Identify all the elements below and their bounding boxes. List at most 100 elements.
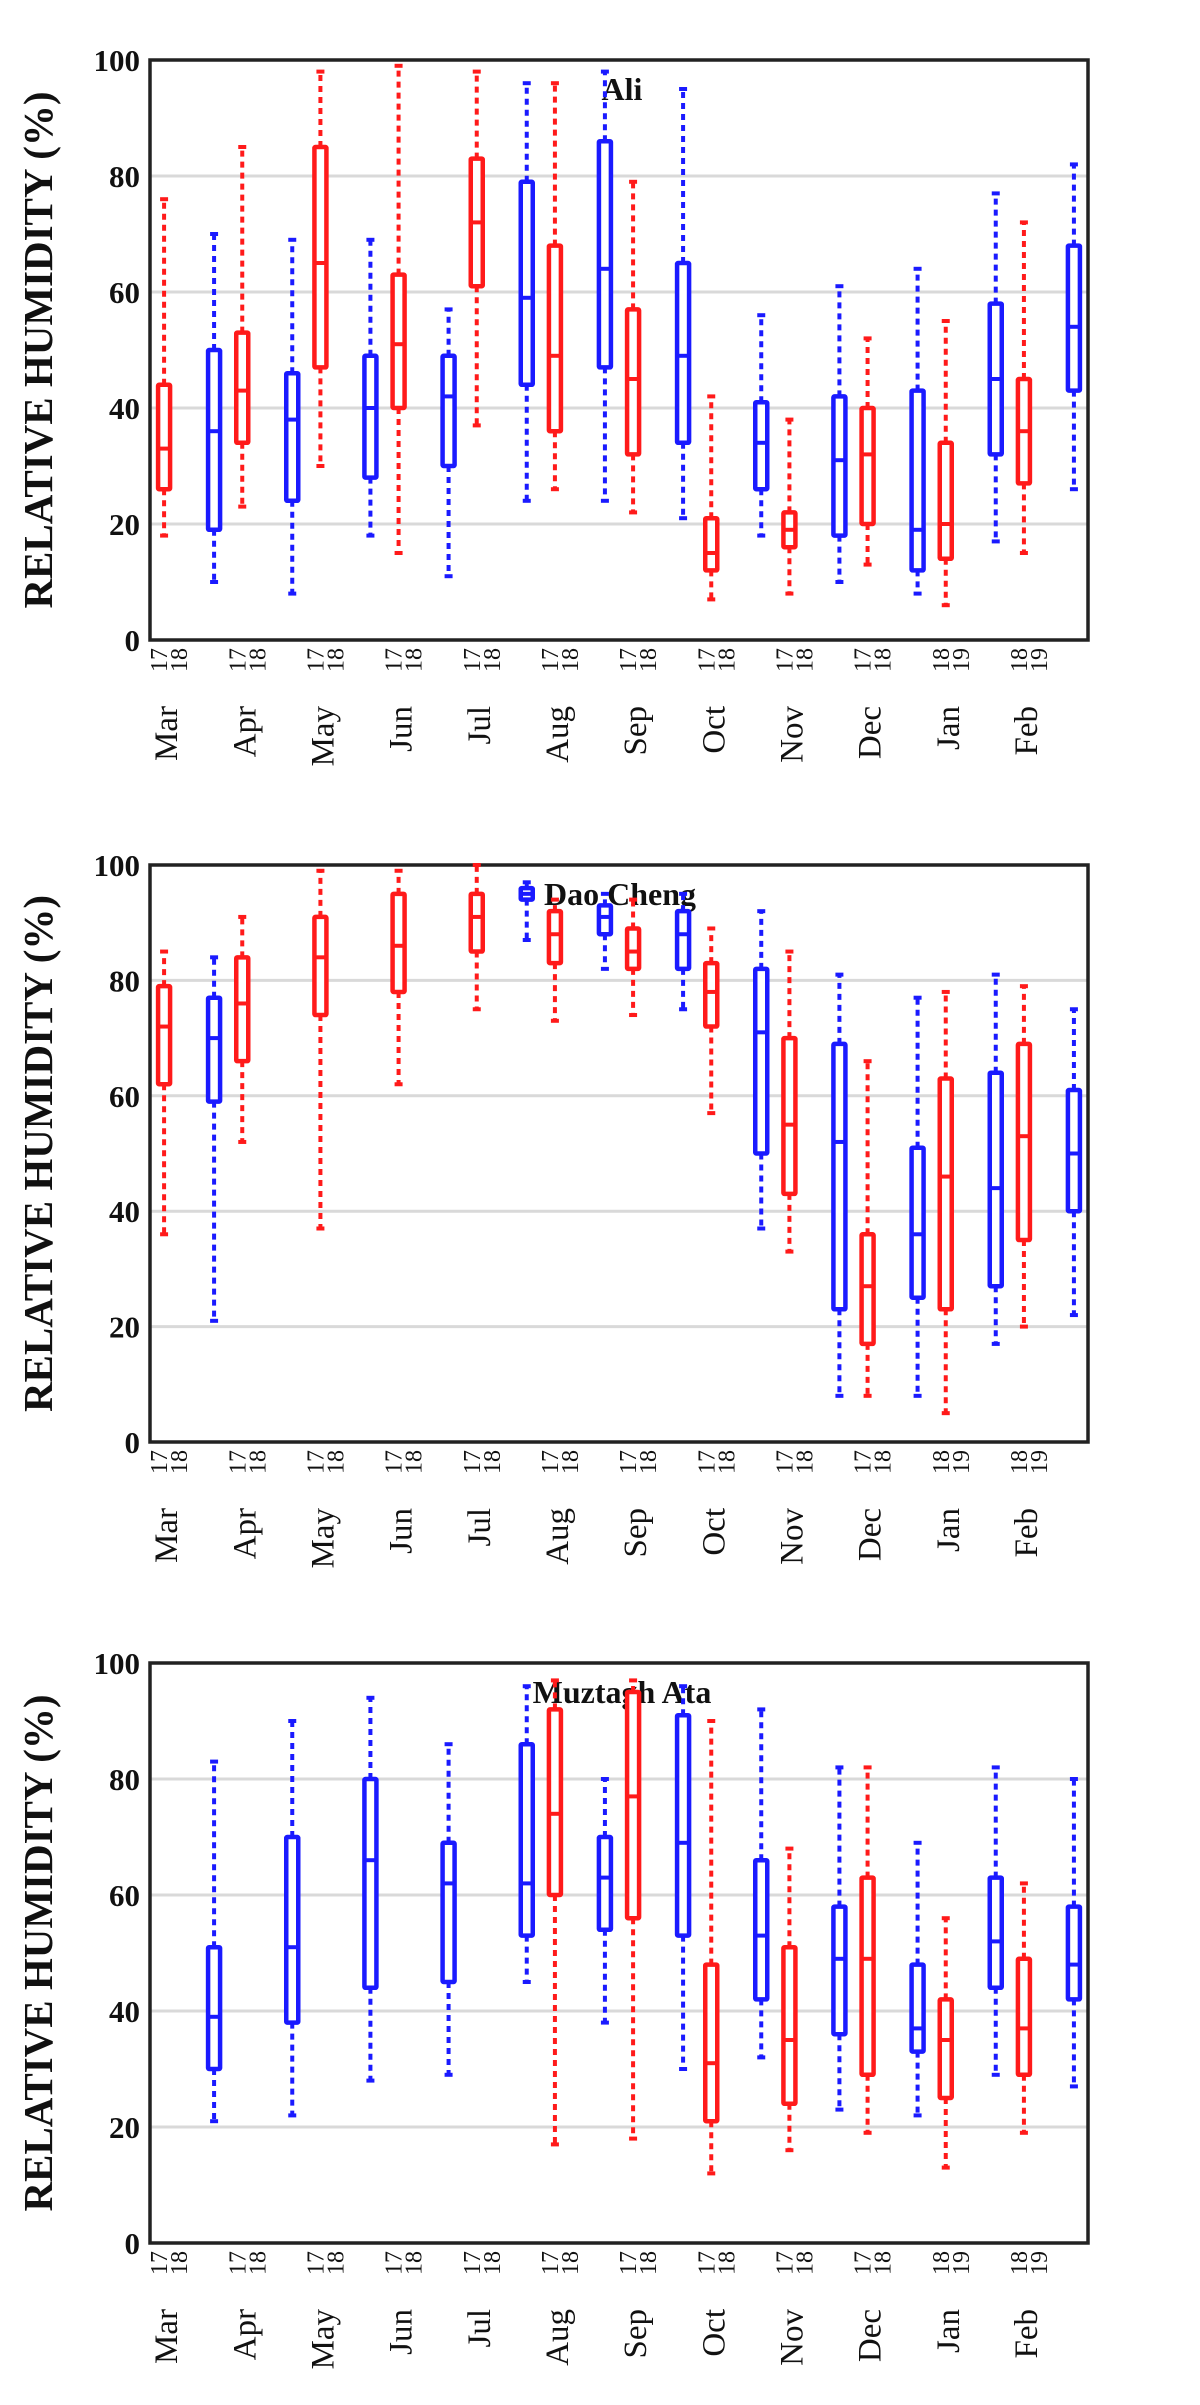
y-tick-label: 60 xyxy=(109,1079,140,1114)
x-year-label: 17 xyxy=(616,648,642,672)
box-mar-series-2 xyxy=(205,232,223,584)
x-month-label: May xyxy=(305,1508,341,1569)
x-month-label: Aug xyxy=(540,1508,576,1565)
x-month-label: Jul xyxy=(462,1508,498,1547)
y-tick-label: 80 xyxy=(109,1762,140,1797)
x-year-label: 19 xyxy=(1027,648,1053,672)
x-year-label: 17 xyxy=(616,1450,642,1474)
box-jul-series-2 xyxy=(518,81,535,503)
box-iqr xyxy=(909,1962,926,2054)
box-iqr xyxy=(987,1070,1004,1289)
box-sep-series-1 xyxy=(624,1678,642,2141)
x-year-label: 17 xyxy=(538,1450,564,1474)
x-year-label: 17 xyxy=(460,1450,486,1474)
box-iqr xyxy=(518,1741,535,1938)
box-iqr xyxy=(781,1035,798,1197)
box-apr-series-2 xyxy=(284,1719,301,2118)
y-tick-label: 100 xyxy=(94,1646,141,1681)
box-jul-series-1 xyxy=(468,69,485,428)
box-iqr xyxy=(546,1707,564,1898)
box-iqr xyxy=(518,179,535,388)
x-year-label: 18 xyxy=(245,648,271,672)
box-apr-series-2 xyxy=(284,237,301,596)
x-year-label: 18 xyxy=(792,2251,818,2275)
box-iqr xyxy=(284,1834,301,2025)
box-aug-series-2 xyxy=(596,891,614,971)
box-iqr xyxy=(596,1834,614,1933)
box-iqr xyxy=(703,960,720,1029)
x-year-label: 17 xyxy=(694,2251,720,2275)
x-year-label: 17 xyxy=(147,648,173,672)
x-year-label: 19 xyxy=(949,648,975,672)
x-year-label: 18 xyxy=(558,2251,584,2275)
box-jan-series-2 xyxy=(987,191,1004,544)
x-year-label: 18 xyxy=(245,1450,271,1474)
x-year-label: 17 xyxy=(851,648,877,672)
x-year-label: 17 xyxy=(851,1450,877,1474)
axes-frame xyxy=(148,58,1090,642)
box-apr-series-1 xyxy=(234,914,251,1144)
y-tick-label: 20 xyxy=(109,2110,140,2145)
x-year-label: 18 xyxy=(402,648,428,672)
x-year-label: 18 xyxy=(167,1450,193,1474)
box-jun-series-1 xyxy=(390,63,407,555)
x-year-label: 19 xyxy=(949,1450,975,1474)
x-year-label: 18 xyxy=(714,1450,740,1474)
x-year-label: 17 xyxy=(538,648,564,672)
x-year-label: 19 xyxy=(1027,2251,1053,2275)
x-year-label: 17 xyxy=(460,2251,486,2275)
box-iqr xyxy=(753,399,770,492)
box-iqr xyxy=(440,1840,457,1985)
x-month-label: Jul xyxy=(462,706,498,745)
box-oct-series-1 xyxy=(703,394,720,602)
box-jun-series-1 xyxy=(390,868,407,1087)
y-axis-label: RELATIVE HUMIDITY (%) xyxy=(15,1694,61,2211)
x-year-label: 18 xyxy=(167,648,193,672)
x-year-label: 18 xyxy=(636,2251,662,2275)
box-feb-series-1 xyxy=(1015,984,1033,1329)
x-year-label: 19 xyxy=(1027,1450,1053,1474)
y-tick-label: 80 xyxy=(109,963,140,998)
x-month-label: Mar xyxy=(149,706,185,761)
x-year-label: 18 xyxy=(323,1450,349,1474)
box-may-series-2 xyxy=(362,237,379,538)
x-month-label: Sep xyxy=(618,706,654,756)
y-tick-label: 0 xyxy=(125,1425,141,1460)
x-year-label: 18 xyxy=(929,1450,955,1474)
box-mar-series-2 xyxy=(205,955,223,1323)
box-dec-series-1 xyxy=(859,336,876,567)
x-month-label: Aug xyxy=(540,706,576,763)
x-year-label: 18 xyxy=(636,1450,662,1474)
x-year-label: 18 xyxy=(1007,1450,1033,1474)
box-jan-series-2 xyxy=(987,972,1004,1346)
box-iqr xyxy=(468,891,485,954)
box-nov-series-2 xyxy=(831,284,848,584)
x-year-label: 18 xyxy=(714,648,740,672)
box-sep-series-2 xyxy=(674,891,692,1012)
x-month-label: Oct xyxy=(696,2309,732,2357)
box-nov-series-2 xyxy=(831,1765,848,2112)
x-year-label: 18 xyxy=(480,648,506,672)
box-jan-series-1 xyxy=(937,1916,954,2170)
box-oct-series-1 xyxy=(703,926,720,1116)
box-jul-series-1 xyxy=(468,863,485,1012)
x-month-label: Mar xyxy=(149,2309,185,2364)
box-oct-series-2 xyxy=(753,909,770,1231)
box-iqr xyxy=(390,891,407,995)
x-month-label: Jul xyxy=(462,2309,498,2348)
y-tick-label: 20 xyxy=(109,507,140,542)
box-iqr xyxy=(1015,1956,1033,2078)
x-year-label: 18 xyxy=(558,1450,584,1474)
box-iqr xyxy=(909,1145,926,1300)
box-iqr xyxy=(753,1857,770,2002)
x-year-label: 18 xyxy=(792,1450,818,1474)
x-month-label: Feb xyxy=(1009,1508,1045,1558)
x-year-label: 18 xyxy=(1007,648,1033,672)
x-month-label: May xyxy=(305,2309,341,2370)
x-year-label: 17 xyxy=(303,1450,329,1474)
x-year-label: 18 xyxy=(792,648,818,672)
y-axis-label: RELATIVE HUMIDITY (%) xyxy=(15,895,61,1412)
x-year-label: 18 xyxy=(929,648,955,672)
y-tick-label: 60 xyxy=(109,275,140,310)
